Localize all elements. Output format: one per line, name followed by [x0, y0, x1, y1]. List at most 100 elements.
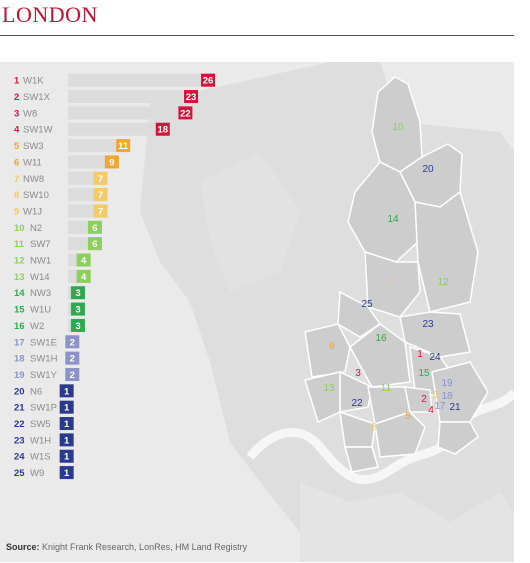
category-label: W1S	[30, 452, 51, 463]
value-badge	[155, 122, 170, 136]
data-label: 11	[118, 141, 129, 152]
rank-label: 2	[14, 92, 19, 103]
category-label: SW1Y	[30, 370, 58, 381]
map-district-label: 12	[437, 277, 449, 288]
data-label: 4	[81, 256, 87, 267]
rank-label: 7	[14, 174, 19, 185]
map-district-label: 18	[441, 391, 453, 402]
data-label: 23	[186, 92, 197, 103]
source-text: Knight Frank Research, LonRes, HM Land R…	[39, 542, 248, 552]
rank-label: 21	[14, 403, 25, 414]
data-label: 3	[75, 288, 80, 299]
rank-label: 17	[14, 337, 25, 348]
rank-label: 3	[14, 108, 19, 119]
value-badge	[65, 367, 80, 381]
map-region	[300, 482, 514, 562]
district-5	[374, 411, 426, 458]
value-badge	[65, 351, 80, 365]
rank-label: 9	[14, 206, 19, 217]
rank-label: 4	[14, 125, 20, 136]
category-label: SW7	[30, 239, 51, 250]
category-label: SW1E	[30, 337, 57, 348]
rank-label: 6	[14, 157, 19, 168]
value-badge	[76, 269, 91, 283]
rank-label: 23	[14, 435, 25, 446]
map-district-label: 16	[375, 333, 387, 344]
rank-label: 19	[14, 370, 25, 381]
category-label: SW1P	[30, 403, 57, 414]
map-district-label: 15	[418, 368, 430, 379]
value-badge	[87, 237, 102, 251]
rank-label: 13	[14, 272, 25, 283]
category-label: SW10	[23, 190, 49, 201]
map-district-labels: 10 20 14 7 12 25 23 6 16 1 24 15 13 3 11 19 2 9 18 22 174 21 5…	[323, 122, 461, 433]
data-label: 2	[70, 370, 75, 381]
district-16	[349, 323, 411, 388]
category-label: W14	[30, 272, 50, 283]
value-badge	[70, 286, 85, 300]
district-15	[404, 386, 433, 413]
category-label: W11	[23, 157, 42, 168]
district-8	[344, 446, 379, 473]
data-label: 1	[64, 386, 70, 397]
map-district-label: 11	[381, 383, 392, 394]
value-badge	[178, 106, 193, 120]
category-label: SW3	[23, 141, 44, 152]
rank-label: 15	[14, 305, 25, 316]
value-badge	[104, 155, 119, 169]
value-badge	[93, 171, 108, 185]
value-badge	[59, 449, 74, 463]
data-label: 1	[64, 403, 70, 414]
category-label: W9	[30, 468, 44, 479]
map-district-label: 5	[405, 411, 411, 422]
category-label: SW5	[30, 419, 51, 430]
value-badge	[59, 384, 74, 398]
data-label: 1	[64, 419, 70, 430]
category-label: W1H	[30, 435, 51, 446]
bar	[68, 73, 215, 87]
category-label: W1J	[23, 206, 42, 217]
value-badge	[201, 73, 215, 87]
map-district-label: 22	[351, 398, 363, 409]
category-label: SW1H	[30, 354, 58, 365]
map-district-label: 19	[441, 378, 453, 389]
map-region	[200, 152, 300, 292]
value-badge	[59, 417, 74, 431]
data-label: 2	[70, 354, 75, 365]
value-badge	[76, 253, 91, 267]
data-label: 18	[157, 125, 168, 136]
map-district-label: 4	[428, 405, 434, 416]
map-district-label: 8	[371, 422, 377, 433]
map-district-label: 9	[432, 390, 438, 401]
bar	[68, 90, 199, 104]
source-label: Source:	[6, 542, 40, 552]
category-label: NW1	[30, 256, 51, 267]
district-19	[431, 361, 489, 423]
value-badge	[93, 188, 108, 202]
data-label: 3	[75, 305, 80, 316]
map-district-label: 25	[361, 299, 373, 310]
rank-label: 18	[14, 354, 25, 365]
category-label: W2	[30, 321, 44, 332]
data-label: 1	[64, 468, 70, 479]
rank-label: 25	[14, 468, 25, 479]
rank-label: 22	[14, 419, 25, 430]
map-district-label: 7	[385, 274, 391, 285]
category-label: W8	[23, 108, 37, 119]
map-districts	[304, 76, 489, 473]
value-badge	[59, 433, 74, 447]
category-label: SW1X	[23, 92, 51, 103]
data-label: 2	[70, 337, 75, 348]
map-district-label: 23	[422, 319, 434, 330]
value-badge	[59, 466, 74, 480]
data-label: 6	[92, 239, 97, 250]
map-district-label: 21	[449, 402, 461, 413]
district-25	[337, 290, 382, 338]
rank-label: 24	[14, 452, 25, 463]
rank-label: 5	[14, 141, 20, 152]
map-district-label: 6	[329, 341, 335, 352]
data-label: 3	[75, 321, 80, 332]
category-label: W1U	[30, 305, 51, 316]
